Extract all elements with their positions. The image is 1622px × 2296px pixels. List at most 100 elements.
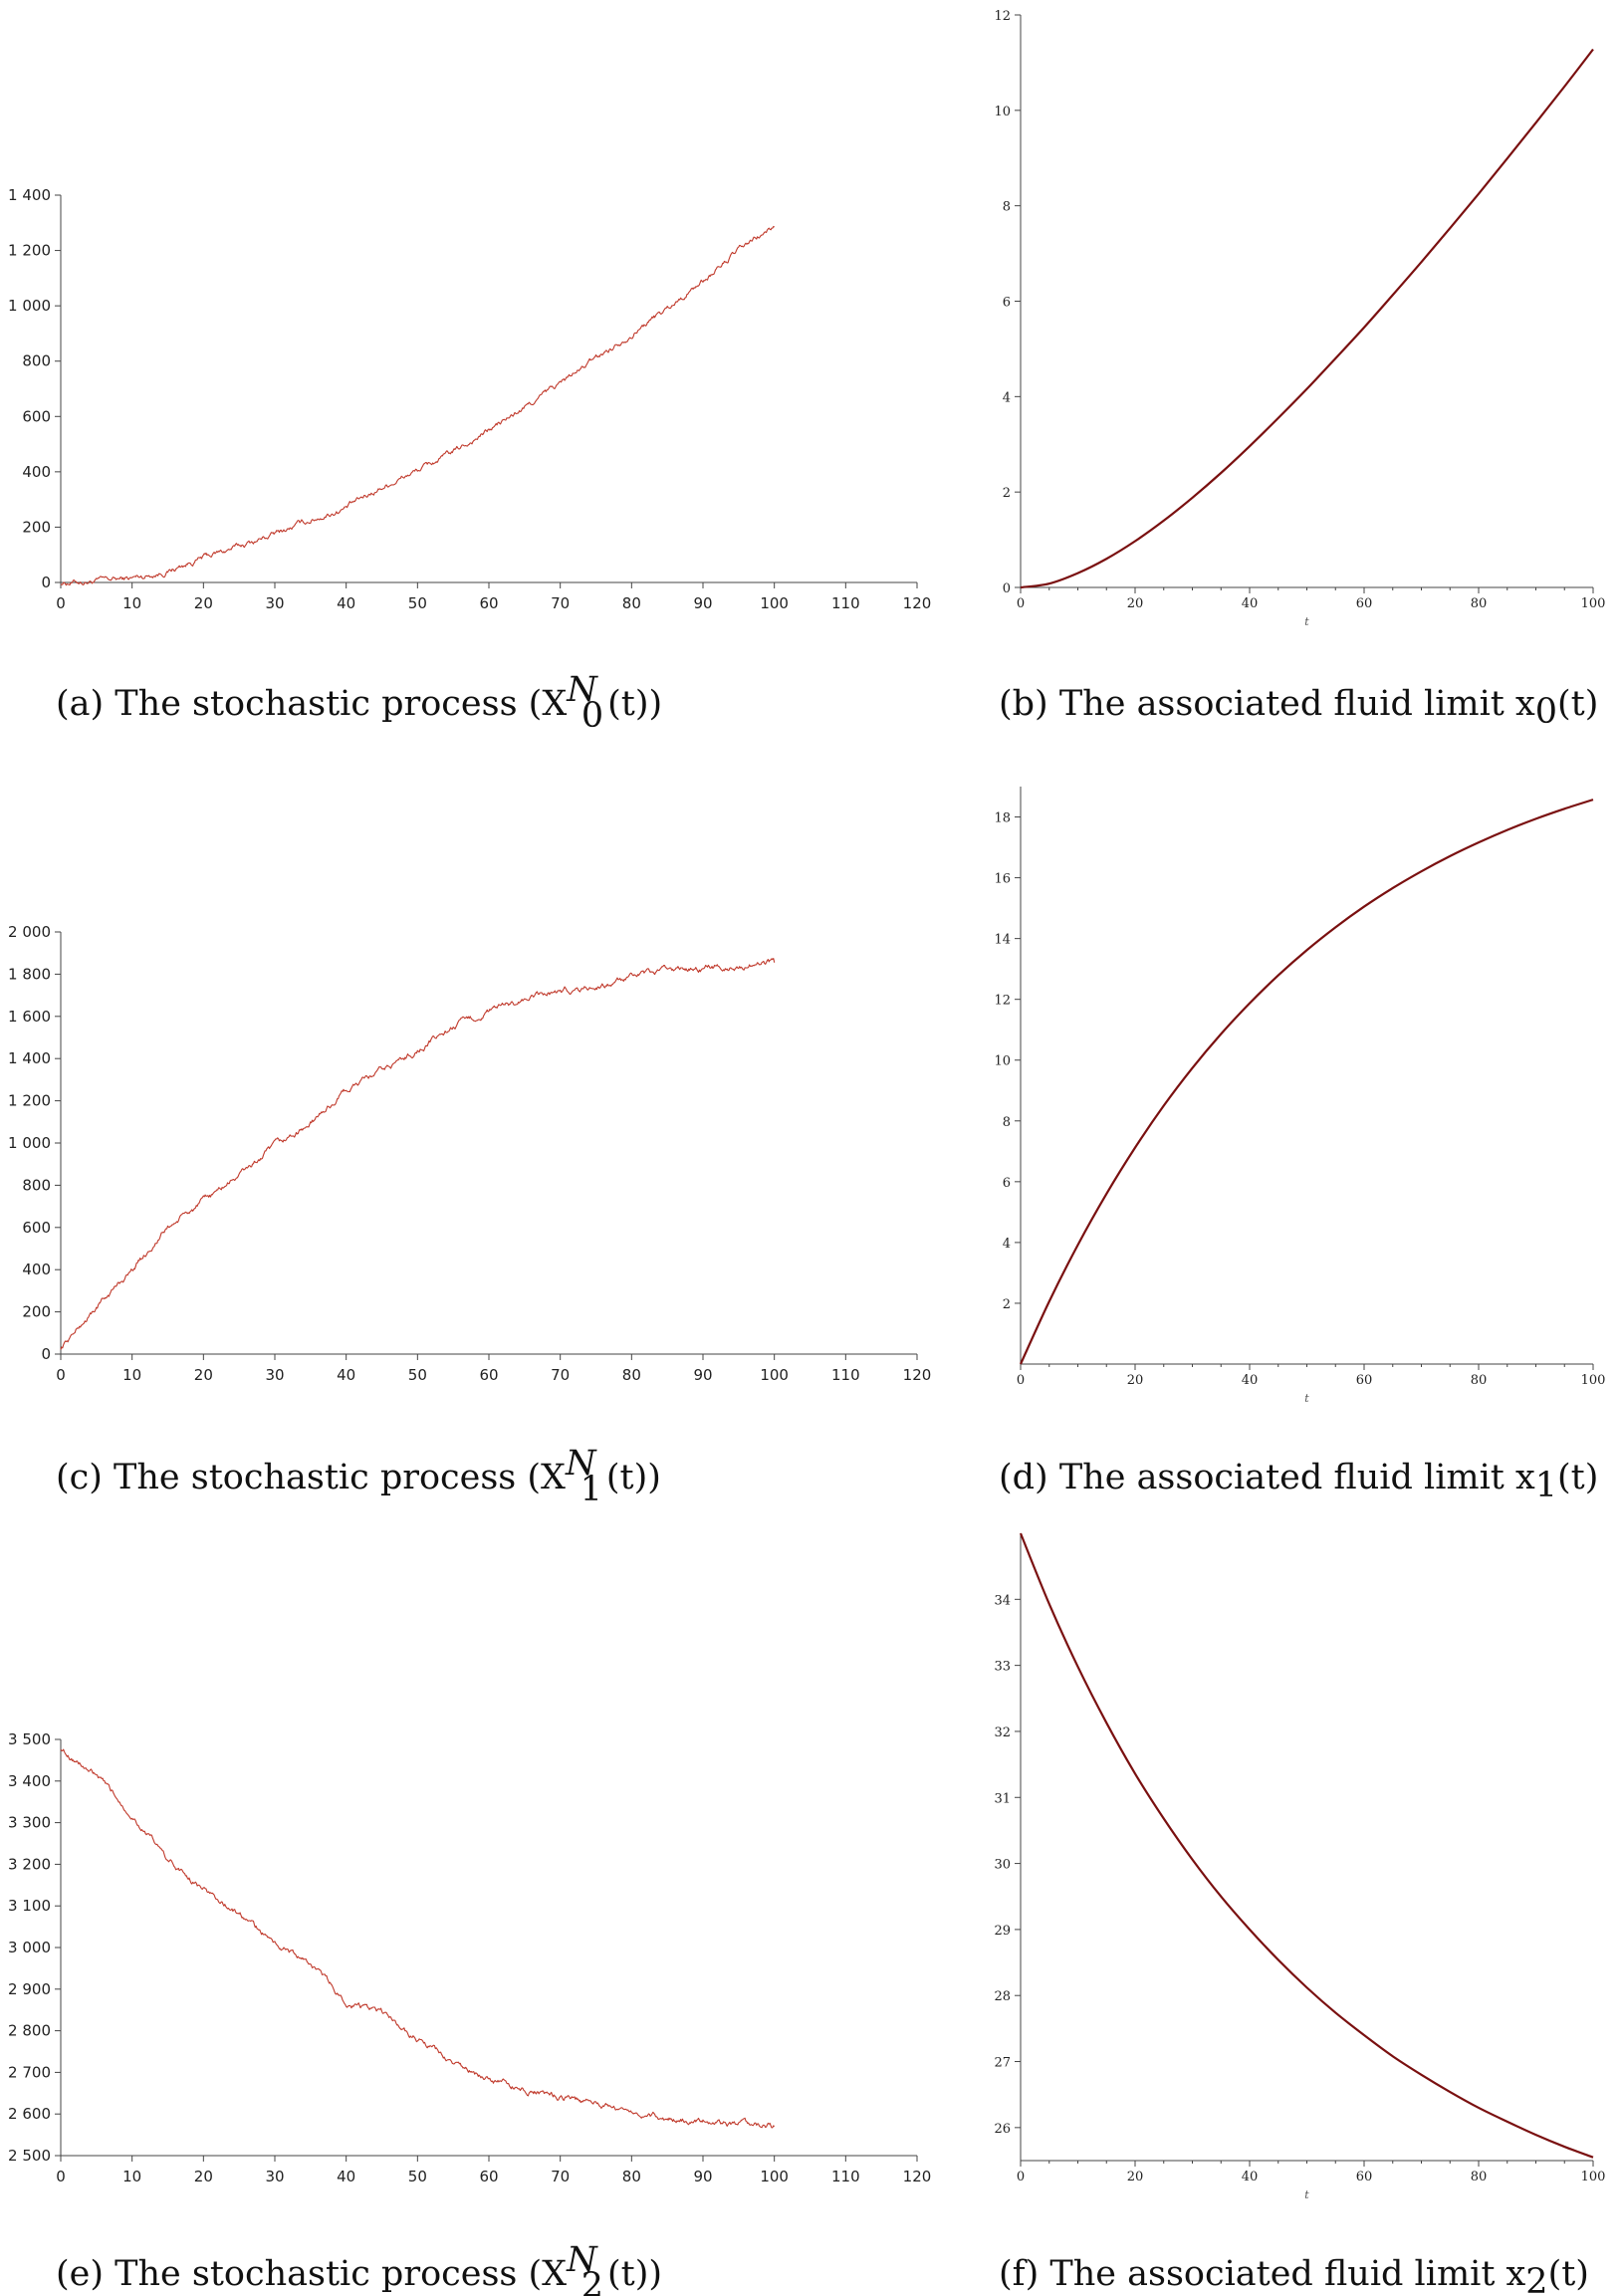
x-axis-label: t (1304, 2188, 1309, 2201)
x-tick-label: 40 (1242, 1373, 1259, 1388)
y-tick-label: 2 (1003, 1297, 1011, 1312)
caption-suffix: (t)) (606, 1458, 661, 1497)
caption-sub: 2 (1525, 2262, 1547, 2296)
x-tick-label: 60 (1356, 2170, 1373, 2184)
caption-var: x (1515, 684, 1535, 724)
x-tick-label: 110 (831, 1366, 860, 1384)
caption-prefix: (c) The stochastic process ( (56, 1458, 541, 1497)
caption-var: X (542, 684, 567, 724)
x-tick-label: 10 (122, 2168, 141, 2185)
series-line-e (60, 1748, 776, 2129)
x-tick-label: 10 (122, 594, 141, 612)
x-tick-label: 60 (479, 594, 498, 612)
y-tick-label: 12 (994, 994, 1011, 1009)
series-line-f (1019, 1532, 1594, 2159)
x-tick-label: 80 (1471, 2170, 1488, 2184)
x-tick-label: 80 (1471, 1373, 1488, 1388)
x-tick-label: 120 (903, 594, 932, 612)
y-tick-label: 4 (1003, 1237, 1011, 1252)
y-tick-label: 400 (22, 463, 51, 481)
caption-sub: 1 (1535, 1466, 1557, 1505)
y-tick-label: 6 (1003, 1176, 1011, 1191)
y-tick-label: 29 (994, 1924, 1011, 1939)
y-tick-label: 1 400 (8, 1049, 51, 1067)
x-tick-label: 80 (1471, 596, 1488, 611)
x-tick-label: 40 (337, 2168, 355, 2185)
caption-c: (c) The stochastic process (XN 1 (t)) (56, 1444, 661, 1509)
y-tick-label: 1 200 (8, 242, 51, 260)
series-line-a (60, 225, 775, 586)
caption-var: x (1515, 1458, 1535, 1497)
caption-sub: 0 (1535, 692, 1557, 732)
x-tick-label: 20 (1127, 1373, 1144, 1388)
y-tick-label: 31 (994, 1791, 1011, 1806)
x-tick-label: 70 (551, 594, 570, 612)
y-tick-label: 12 (994, 9, 1011, 24)
x-tick-label: 100 (1581, 1373, 1606, 1388)
y-tick-label: 3 400 (8, 1772, 51, 1790)
caption-suffix: (t) (1557, 684, 1598, 724)
caption-sup: N (566, 2240, 598, 2280)
series-line-b (1020, 48, 1594, 589)
x-tick-label: 90 (693, 594, 712, 612)
x-tick-label: 50 (408, 1366, 427, 1384)
y-tick-label: 800 (22, 1176, 51, 1194)
x-tick-label: 20 (194, 594, 213, 612)
x-axis-label: t (1304, 615, 1309, 628)
x-tick-label: 90 (693, 2168, 712, 2185)
x-tick-label: 110 (831, 594, 860, 612)
x-tick-label: 120 (903, 1366, 932, 1384)
y-tick-label: 2 800 (8, 2022, 51, 2040)
caption-var: X (542, 2254, 567, 2294)
y-tick-label: 3 100 (8, 1897, 51, 1915)
y-tick-label: 3 300 (8, 1814, 51, 1832)
y-tick-label: 3 200 (8, 1855, 51, 1873)
y-tick-label: 800 (22, 352, 51, 370)
y-tick-label: 2 600 (8, 2105, 51, 2123)
x-tick-label: 100 (760, 1366, 789, 1384)
caption-sub: 2 (581, 2266, 603, 2296)
chart-f: 0 20 40 60 80 100 26 27 28 29 30 31 32 33 34 t (f) The a… (994, 1532, 1606, 2296)
x-tick-label: 110 (831, 2168, 860, 2185)
x-tick-label: 0 (56, 594, 66, 612)
y-tick-label: 16 (994, 872, 1011, 887)
y-tick-label: 33 (994, 1660, 1011, 1675)
chart-d: 0 20 40 60 80 100 2 4 6 8 10 12 14 16 18 t (d) The assoc… (994, 787, 1605, 1505)
y-tick-label: 27 (994, 2056, 1011, 2071)
caption-e: (e) The stochastic process (XN 2 (t)) (56, 2240, 662, 2296)
x-tick-label: 40 (1242, 2170, 1259, 2184)
caption-prefix: (e) The stochastic process ( (56, 2254, 542, 2294)
y-tick-label: 34 (994, 1593, 1011, 1608)
chart-a: 0 10 20 30 40 50 60 70 80 90 100 110 120 0 200 400 600 80… (8, 186, 931, 736)
y-tick-label: 0 (41, 574, 51, 591)
x-tick-label: 80 (622, 2168, 641, 2185)
x-tick-label: 40 (1242, 596, 1259, 611)
x-tick-label: 60 (479, 2168, 498, 2185)
chart-e: 0 10 20 30 40 50 60 70 80 90 100 110 120 2 500 2 600 2 … (8, 1730, 931, 2296)
y-tick-label: 28 (994, 1989, 1011, 2004)
y-tick-label: 0 (41, 1345, 51, 1363)
x-tick-label: 20 (1127, 2170, 1144, 2184)
y-tick-label: 0 (1003, 581, 1011, 596)
x-tick-label: 100 (760, 2168, 789, 2185)
x-tick-label: 20 (194, 1366, 213, 1384)
x-tick-label: 0 (1017, 2170, 1025, 2184)
x-tick-label: 20 (1127, 596, 1144, 611)
x-tick-label: 20 (194, 2168, 213, 2185)
y-tick-label: 8 (1003, 200, 1011, 215)
y-tick-label: 2 700 (8, 2063, 51, 2081)
caption-suffix: (t) (1548, 2254, 1589, 2294)
y-tick-label: 3 500 (8, 1730, 51, 1748)
y-tick-label: 1 800 (8, 965, 51, 983)
x-tick-label: 80 (622, 594, 641, 612)
caption-prefix: (a) The stochastic process ( (56, 684, 542, 724)
caption-sup: N (566, 670, 598, 710)
x-tick-label: 30 (265, 1366, 284, 1384)
y-tick-label: 600 (22, 407, 51, 425)
caption-suffix: (t)) (607, 684, 662, 724)
x-tick-label: 50 (408, 594, 427, 612)
x-tick-label: 100 (1581, 2170, 1606, 2184)
caption-sup: N (565, 1444, 597, 1484)
y-tick-label: 200 (22, 1303, 51, 1321)
caption-d: (d) The associated fluid limit x1(t) (999, 1458, 1598, 1505)
